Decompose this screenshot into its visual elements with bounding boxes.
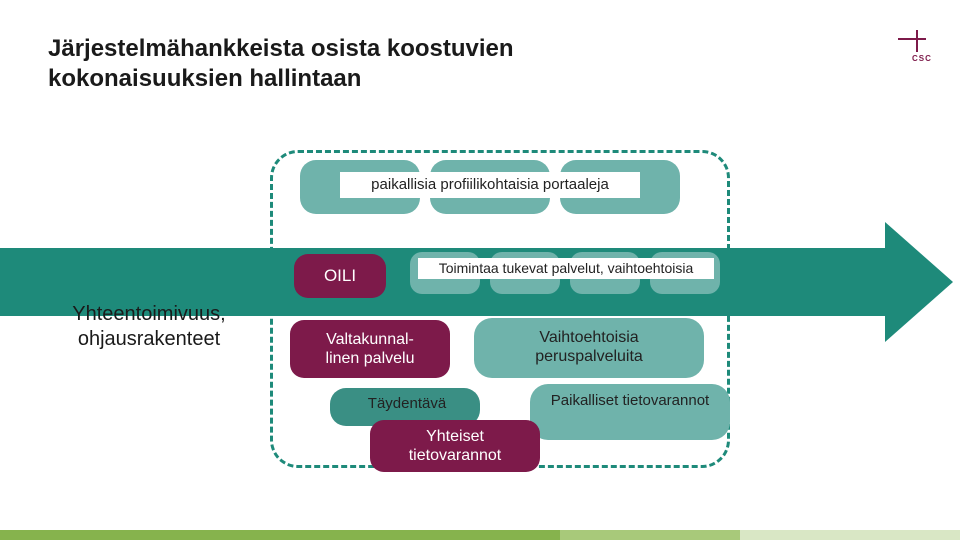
oili-label: OILI bbox=[324, 266, 356, 286]
logo-vertical bbox=[916, 30, 918, 52]
oili-box: OILI bbox=[294, 254, 386, 298]
left-label: Yhteentoimivuus, ohjausrakenteet bbox=[44, 302, 254, 352]
csc-logo: CSC bbox=[898, 30, 930, 70]
logo-crossbar bbox=[898, 38, 926, 40]
slide-title: Järjestelmähankkeista osista koostuvien … bbox=[48, 34, 608, 94]
tayd-label: Täydentävä bbox=[348, 395, 466, 412]
valtak-box: Valtakunnal- linen palvelu bbox=[290, 320, 450, 378]
valtak-label: Valtakunnal- linen palvelu bbox=[326, 330, 415, 368]
footer-seg-3 bbox=[740, 530, 960, 540]
slide: Järjestelmähankkeista osista koostuvien … bbox=[0, 0, 960, 540]
portals-label: paikallisia profiilikohtaisia portaaleja bbox=[340, 172, 640, 198]
paik-label: Paikalliset tietovarannot bbox=[546, 392, 714, 410]
yht-box: Yhteiset tietovarannot bbox=[370, 420, 540, 472]
logo-text: CSC bbox=[912, 54, 932, 63]
footer-seg-1 bbox=[0, 530, 560, 540]
arrow-head-icon bbox=[885, 222, 953, 342]
yht-label: Yhteiset tietovarannot bbox=[380, 427, 530, 465]
vaihto-label: Vaihtoehtoisia peruspalveluita bbox=[494, 328, 684, 366]
footer-seg-2 bbox=[560, 530, 740, 540]
footer-bar bbox=[0, 530, 960, 540]
support-label: Toimintaa tukevat palvelut, vaihtoehtois… bbox=[418, 258, 714, 279]
